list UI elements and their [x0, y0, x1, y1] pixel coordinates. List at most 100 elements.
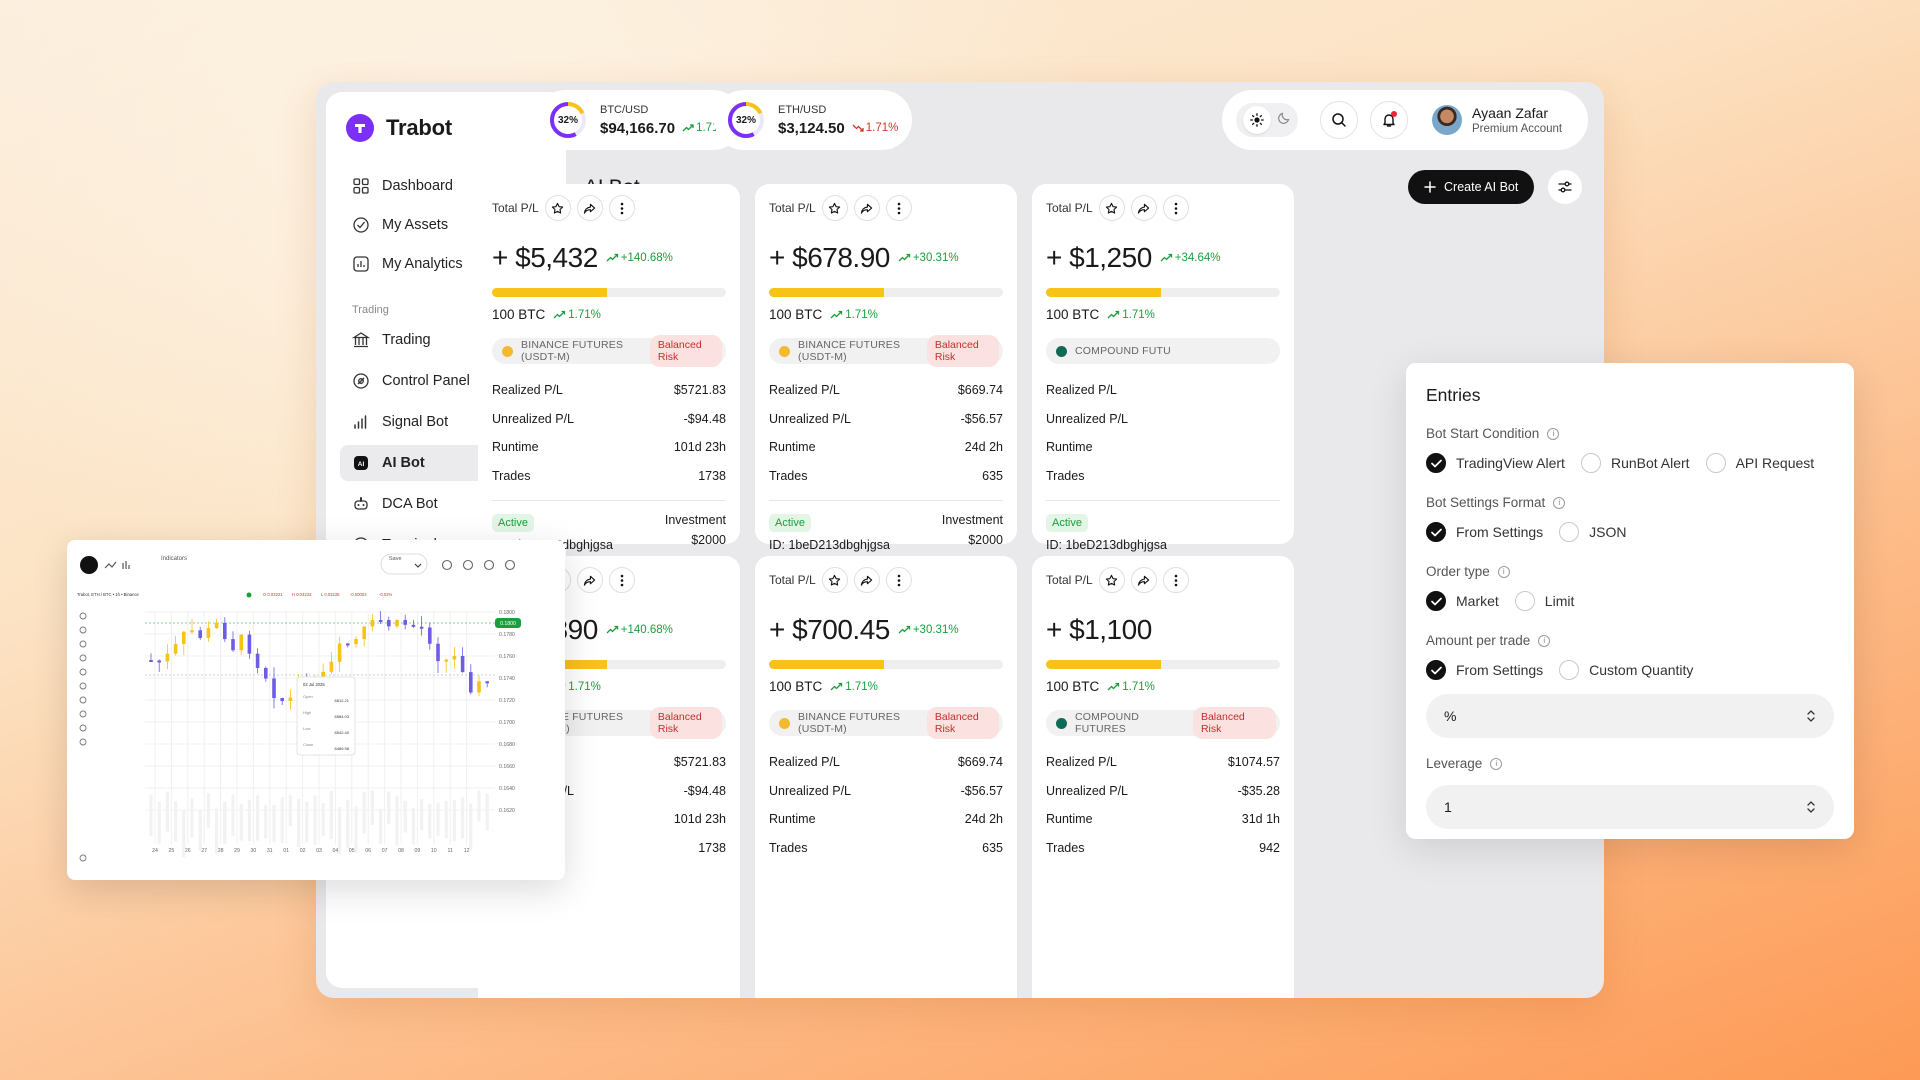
radio-unchecked-icon[interactable] [1580, 453, 1601, 473]
candle[interactable] [190, 630, 194, 633]
radio-checked-icon[interactable] [1426, 591, 1446, 611]
candle[interactable] [337, 643, 342, 662]
more-icon[interactable] [608, 195, 635, 221]
radio-unchecked-icon[interactable] [1559, 660, 1580, 680]
drawing-tool-icon[interactable] [79, 654, 87, 662]
drawing-tool-icon[interactable] [79, 640, 87, 648]
sidebar-item-my-analytics[interactable]: My Analytics [340, 246, 554, 282]
star-icon[interactable] [821, 195, 848, 221]
candle[interactable] [329, 661, 334, 672]
info-icon[interactable]: i [1553, 496, 1566, 509]
share-icon[interactable] [1130, 567, 1157, 593]
filter-button[interactable] [1548, 170, 1582, 204]
ticker-btc-usd[interactable]: 32% BTC/USD $94,166.70 1.71% [536, 90, 743, 150]
candle[interactable] [206, 628, 211, 638]
create-ai-bot-button[interactable]: Create AI Bot [1408, 170, 1535, 204]
logo[interactable]: Trabot [346, 114, 452, 142]
candlestick-chart[interactable]: Indicators Save Trabot, ETH / BTC • 1h • B… [67, 540, 565, 880]
drawing-tool-icon[interactable] [79, 682, 87, 690]
candle[interactable] [387, 620, 391, 627]
candle[interactable] [231, 639, 235, 651]
share-icon[interactable] [853, 567, 880, 593]
candle[interactable] [288, 697, 293, 702]
star-icon[interactable] [821, 567, 848, 593]
candle[interactable] [149, 660, 153, 662]
candle[interactable] [198, 630, 202, 638]
user-info[interactable]: Ayaan Zafar Premium Account [1462, 105, 1562, 135]
save-dropdown[interactable] [380, 553, 428, 575]
candle[interactable] [362, 626, 366, 640]
indicator-icon[interactable] [104, 561, 117, 569]
drawing-tool-icon[interactable] [79, 738, 87, 746]
candle[interactable] [477, 681, 481, 693]
candle[interactable] [264, 667, 268, 679]
amount-select[interactable]: % [1426, 694, 1834, 738]
radio-option[interactable]: From Settings [1426, 522, 1543, 542]
radio-unchecked-icon[interactable] [1559, 522, 1580, 542]
chevron-down-icon[interactable] [414, 563, 422, 568]
radio-option[interactable]: Market [1426, 591, 1499, 611]
drawing-tool-icon[interactable] [79, 612, 87, 620]
ticker-eth-usd[interactable]: 32% ETH/USD $3,124.50 1.71% [714, 90, 913, 150]
drawing-tool-icon[interactable] [79, 668, 87, 676]
more-icon[interactable] [885, 195, 912, 221]
candle[interactable] [485, 681, 489, 684]
candle[interactable] [354, 639, 358, 645]
candle[interactable] [428, 627, 432, 644]
candle[interactable] [280, 698, 284, 702]
drawing-tool-icon[interactable] [79, 724, 87, 732]
sidebar-item-my-assets[interactable]: My Assets [340, 207, 554, 243]
candle[interactable] [395, 620, 399, 627]
search-button[interactable] [1320, 101, 1358, 139]
indicators-label[interactable]: Indicators [161, 556, 187, 562]
candle[interactable] [239, 634, 243, 651]
info-icon[interactable]: i [1497, 565, 1510, 578]
candle[interactable] [444, 659, 448, 662]
candle[interactable] [223, 622, 227, 640]
leverage-select[interactable]: 1 [1426, 785, 1834, 829]
candle[interactable] [247, 634, 252, 654]
settings-icon[interactable] [441, 559, 453, 571]
more-icon[interactable] [885, 567, 912, 593]
candle[interactable] [255, 653, 260, 668]
candle[interactable] [173, 643, 178, 654]
radio-checked-icon[interactable] [1426, 522, 1446, 542]
star-icon[interactable] [1098, 567, 1125, 593]
candle[interactable] [436, 643, 440, 662]
gear-icon[interactable] [462, 559, 474, 571]
trash-icon[interactable] [79, 854, 87, 862]
radio-unchecked-icon[interactable] [1705, 453, 1726, 473]
candle[interactable] [403, 620, 407, 625]
drawing-tool-icon[interactable] [79, 696, 87, 704]
radio-option[interactable]: Custom Quantity [1559, 660, 1693, 680]
more-icon[interactable] [608, 567, 635, 593]
radio-option[interactable]: API Request [1705, 453, 1814, 473]
camera-icon[interactable] [504, 559, 516, 571]
info-icon[interactable]: i [1538, 634, 1551, 647]
candle[interactable] [214, 622, 219, 629]
radio-unchecked-icon[interactable] [1514, 591, 1535, 611]
notification-button[interactable] [1370, 101, 1408, 139]
radio-checked-icon[interactable] [1426, 453, 1446, 473]
candle[interactable] [346, 643, 350, 646]
drawing-tool-icon[interactable] [79, 710, 87, 718]
candle[interactable] [378, 620, 383, 622]
share-icon[interactable] [853, 195, 880, 221]
candle[interactable] [469, 672, 473, 693]
candle[interactable] [157, 660, 161, 663]
candle[interactable] [272, 678, 276, 699]
radio-option[interactable]: JSON [1559, 522, 1626, 542]
star-icon[interactable] [544, 195, 571, 221]
candle[interactable] [460, 655, 465, 673]
sidebar-item-dashboard[interactable]: Dashboard [340, 168, 554, 204]
candle[interactable] [182, 631, 186, 644]
fullscreen-icon[interactable] [483, 559, 495, 571]
info-icon[interactable]: i [1490, 757, 1503, 770]
candle[interactable] [165, 653, 170, 662]
share-icon[interactable] [1130, 195, 1157, 221]
moon-icon[interactable] [1277, 111, 1291, 130]
candle[interactable] [452, 655, 457, 660]
share-icon[interactable] [576, 567, 603, 593]
more-icon[interactable] [1162, 195, 1189, 221]
sun-icon[interactable] [1243, 106, 1271, 134]
